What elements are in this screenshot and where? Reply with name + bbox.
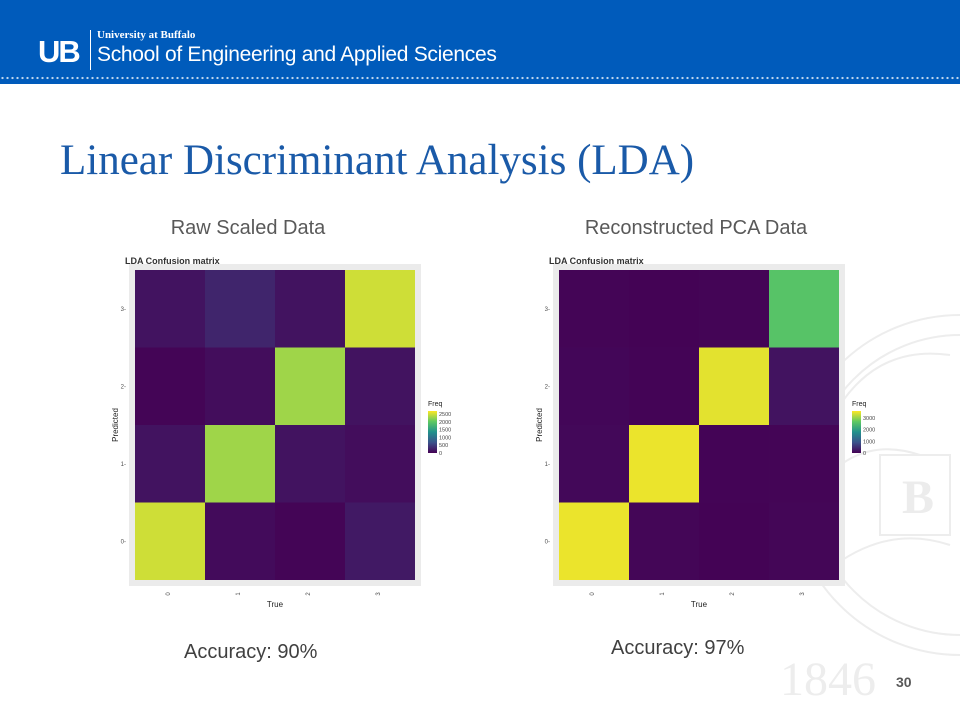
logo-divider (90, 30, 91, 70)
svg-text:UB: UB (38, 34, 79, 69)
university-name: University at Buffalo (97, 29, 196, 41)
y-tick-label: 1- (121, 462, 126, 468)
x-tick-label: 3 (376, 592, 382, 596)
x-tick-label: 0 (166, 592, 172, 596)
legend-tick-label: 3000 (863, 416, 875, 422)
heatmap-cell-pred3-true1 (205, 270, 275, 348)
y-tick-label: 3- (545, 307, 550, 313)
chart-caption-raw: Raw Scaled Data (170, 217, 326, 239)
heatmap-cell-pred3-true2 (275, 270, 345, 348)
legend-tick-label: 2500 (439, 412, 451, 418)
legend-title: Freq (428, 401, 443, 408)
heatmap-cell-pred1-true2 (699, 425, 769, 503)
legend-tick-label: 1500 (439, 428, 451, 434)
confusion-matrix-chart-pca: LDA Confusion matrix 0- 1- 2- 3- 0 1 2 3 True Pred… (535, 256, 875, 608)
x-tick-label: 2 (730, 592, 736, 596)
accuracy-raw: Accuracy: 90% (184, 641, 318, 663)
watermark-year: 1846 (780, 653, 876, 706)
y-axis-label: Predicted (111, 408, 120, 442)
legend-tick-label: 2000 (439, 420, 451, 426)
legend-tick-label: 500 (439, 443, 448, 449)
y-tick-label: 1- (545, 462, 550, 468)
heatmap-cell-pred2-true3 (769, 347, 839, 425)
y-tick-label: 3- (121, 307, 126, 313)
y-axis-label: Predicted (535, 408, 544, 442)
heatmap-cell-pred2-true3 (345, 347, 415, 425)
x-axis-label: True (691, 600, 708, 608)
heatmap-cell-pred3-true2 (699, 270, 769, 348)
svg-text:B: B (902, 471, 934, 524)
legend-tick-label: 0 (863, 451, 866, 457)
school-name: School of Engineering and Applied Scienc… (97, 43, 497, 66)
heatmap-cell-pred1-true3 (345, 425, 415, 503)
header-bar: UB University at Buffalo School of Engin… (0, 0, 960, 84)
legend-colorbar (852, 411, 861, 453)
x-tick-label: 1 (236, 592, 242, 596)
chart-title: LDA Confusion matrix (125, 256, 220, 266)
heatmap-cell-pred1-true2 (275, 425, 345, 503)
heatmap-cell-pred2-true1 (629, 347, 699, 425)
ub-logo-icon: UB (38, 34, 81, 69)
heatmap-cell-pred3-true3 (769, 270, 839, 348)
x-tick-label: 2 (306, 592, 312, 596)
legend-tick-label: 2000 (863, 428, 875, 434)
heatmap-cell-pred2-true2 (275, 347, 345, 425)
heatmap-cell-pred0-true1 (629, 502, 699, 580)
heatmap-cell-pred2-true0 (135, 347, 205, 425)
x-tick-label: 3 (800, 592, 806, 596)
x-tick-label: 0 (590, 592, 596, 596)
y-tick-label: 2- (121, 384, 126, 390)
heatmap-cell-pred1-true3 (769, 425, 839, 503)
heatmap-cell-pred1-true1 (205, 425, 275, 503)
chart-title: LDA Confusion matrix (549, 256, 644, 266)
heatmap-cell-pred3-true3 (345, 270, 415, 348)
accuracy-pca: Accuracy: 97% (611, 637, 745, 659)
legend-colorbar (428, 411, 437, 453)
heatmap-cell-pred3-true0 (559, 270, 629, 348)
y-tick-label: 0- (121, 539, 126, 545)
legend-tick-label: 1000 (863, 439, 875, 445)
heatmap-cell-pred3-true0 (135, 270, 205, 348)
heatmap-cell-pred0-true0 (559, 502, 629, 580)
legend-tick-label: 0 (439, 451, 442, 457)
y-tick-label: 0- (545, 539, 550, 545)
heatmap-cell-pred3-true1 (629, 270, 699, 348)
heatmap-cell-pred1-true1 (629, 425, 699, 503)
x-tick-label: 1 (660, 592, 666, 596)
legend-tick-label: 1000 (439, 435, 451, 441)
heatmap-cell-pred1-true0 (559, 425, 629, 503)
heatmap-cell-pred2-true1 (205, 347, 275, 425)
heatmap-cell-pred0-true3 (345, 502, 415, 580)
legend-title: Freq (852, 401, 867, 408)
heatmap-cell-pred0-true1 (205, 502, 275, 580)
y-tick-label: 2- (545, 384, 550, 390)
heatmap-cell-pred1-true0 (135, 425, 205, 503)
heatmap-cell-pred0-true3 (769, 502, 839, 580)
heatmap-cell-pred0-true0 (135, 502, 205, 580)
confusion-matrix-chart-raw: LDA Confusion matrix 0- 1- 2- 3- 0 1 2 3 True Pred… (111, 256, 451, 608)
x-axis-label: True (267, 600, 284, 608)
page-number: 30 (896, 674, 912, 690)
heatmap-cell-pred2-true0 (559, 347, 629, 425)
slide-title: Linear Discriminant Analysis (LDA) (60, 137, 695, 184)
heatmap-cell-pred0-true2 (275, 502, 345, 580)
header-dotted-rule (0, 76, 960, 80)
heatmap-cell-pred0-true2 (699, 502, 769, 580)
chart-caption-pca: Reconstructed PCA Data (584, 217, 808, 239)
heatmap-cell-pred2-true2 (699, 347, 769, 425)
